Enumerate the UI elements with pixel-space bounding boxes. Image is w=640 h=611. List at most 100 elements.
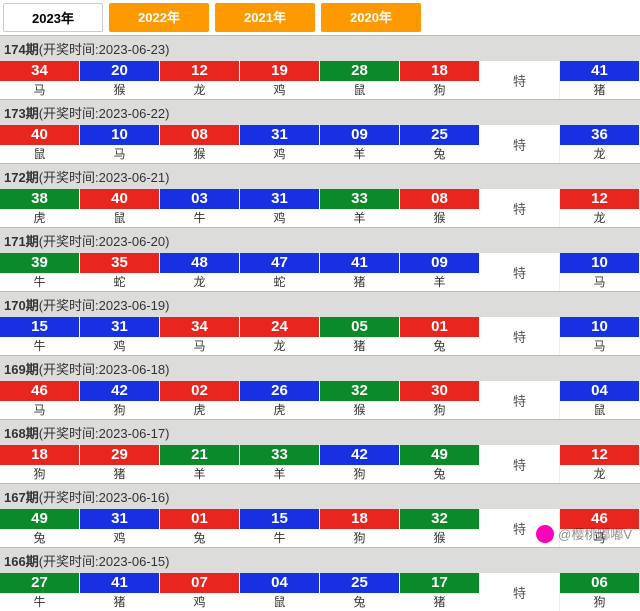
balls-row: 39牛35蛇48龙47蛇41猪09羊特10马 — [0, 253, 640, 291]
ball-cell: 05猪 — [320, 317, 400, 355]
ball-number: 39 — [0, 253, 79, 273]
ball-cell: 15牛 — [0, 317, 80, 355]
special-number: 10 — [560, 253, 639, 273]
special-zodiac: 龙 — [560, 465, 639, 483]
ball-number: 04 — [240, 573, 319, 593]
ball-cell: 09羊 — [400, 253, 480, 291]
ball-number: 34 — [0, 61, 79, 81]
special-zodiac: 马 — [560, 273, 639, 291]
ball-number: 26 — [240, 381, 319, 401]
ball-number: 33 — [240, 445, 319, 465]
ball-zodiac: 猴 — [320, 401, 399, 419]
special-number: 06 — [560, 573, 639, 593]
special-zodiac: 猪 — [560, 81, 639, 99]
ball-cell: 40鼠 — [0, 125, 80, 163]
ball-number: 18 — [0, 445, 79, 465]
ball-zodiac: 狗 — [400, 401, 479, 419]
period-header: 169期(开奖时间:2023-06-18) — [0, 356, 640, 381]
ball-zodiac: 龙 — [240, 337, 319, 355]
ball-cell: 15牛 — [240, 509, 320, 547]
ball-number: 09 — [320, 125, 399, 145]
ball-zodiac: 猪 — [320, 273, 399, 291]
ball-zodiac: 猪 — [320, 337, 399, 355]
ball-cell: 30狗 — [400, 381, 480, 419]
ball-zodiac: 蛇 — [80, 273, 159, 291]
year-tab-2021年[interactable]: 2021年 — [215, 3, 315, 32]
ball-cell: 40鼠 — [80, 189, 160, 227]
special-cell: 04鼠 — [560, 381, 640, 419]
balls-row: 15牛31鸡34马24龙05猪01兔特10马 — [0, 317, 640, 355]
ball-number: 32 — [400, 509, 479, 529]
ball-cell: 31鸡 — [240, 189, 320, 227]
ball-number: 15 — [240, 509, 319, 529]
ball-cell: 09羊 — [320, 125, 400, 163]
ball-number: 18 — [320, 509, 399, 529]
ball-number: 35 — [80, 253, 159, 273]
ball-number: 40 — [0, 125, 79, 145]
ball-number: 33 — [320, 189, 399, 209]
ball-zodiac: 狗 — [320, 465, 399, 483]
ball-cell: 33羊 — [240, 445, 320, 483]
ball-zodiac: 猴 — [400, 529, 479, 547]
ball-zodiac: 猪 — [400, 593, 479, 611]
ball-cell: 20猴 — [80, 61, 160, 99]
special-label: 特 — [480, 253, 560, 291]
ball-number: 42 — [80, 381, 159, 401]
period-173: 173期(开奖时间:2023-06-22)40鼠10马08猴31鸡09羊25兔特… — [0, 99, 640, 163]
ball-cell: 25兔 — [400, 125, 480, 163]
ball-zodiac: 兔 — [160, 529, 239, 547]
ball-cell: 25兔 — [320, 573, 400, 611]
period-171: 171期(开奖时间:2023-06-20)39牛35蛇48龙47蛇41猪09羊特… — [0, 227, 640, 291]
ball-cell: 19鸡 — [240, 61, 320, 99]
watermark: @樱桃嘟嘟V — [536, 524, 632, 543]
ball-zodiac: 鼠 — [320, 81, 399, 99]
ball-zodiac: 牛 — [240, 529, 319, 547]
ball-number: 25 — [400, 125, 479, 145]
ball-zodiac: 鸡 — [80, 529, 159, 547]
ball-number: 31 — [240, 189, 319, 209]
ball-cell: 48龙 — [160, 253, 240, 291]
ball-number: 19 — [240, 61, 319, 81]
special-cell: 06狗 — [560, 573, 640, 611]
special-label: 特 — [480, 61, 560, 99]
ball-number: 49 — [400, 445, 479, 465]
ball-number: 34 — [160, 317, 239, 337]
ball-number: 41 — [320, 253, 399, 273]
ball-number: 08 — [400, 189, 479, 209]
ball-number: 25 — [320, 573, 399, 593]
ball-zodiac: 虎 — [240, 401, 319, 419]
balls-row: 46马42狗02虎26虎32猴30狗特04鼠 — [0, 381, 640, 419]
balls-row: 40鼠10马08猴31鸡09羊25兔特36龙 — [0, 125, 640, 163]
ball-zodiac: 猴 — [400, 209, 479, 227]
special-cell: 12龙 — [560, 445, 640, 483]
ball-zodiac: 马 — [0, 401, 79, 419]
period-header: 168期(开奖时间:2023-06-17) — [0, 420, 640, 445]
balls-row: 38虎40鼠03牛31鸡33羊08猴特12龙 — [0, 189, 640, 227]
ball-number: 29 — [80, 445, 159, 465]
ball-zodiac: 牛 — [0, 273, 79, 291]
ball-zodiac: 龙 — [160, 273, 239, 291]
ball-cell: 08猴 — [400, 189, 480, 227]
ball-zodiac: 鸡 — [80, 337, 159, 355]
ball-zodiac: 狗 — [320, 529, 399, 547]
ball-zodiac: 羊 — [400, 273, 479, 291]
period-170: 170期(开奖时间:2023-06-19)15牛31鸡34马24龙05猪01兔特… — [0, 291, 640, 355]
ball-cell: 49兔 — [400, 445, 480, 483]
ball-cell: 41猪 — [320, 253, 400, 291]
ball-cell: 32猴 — [400, 509, 480, 547]
year-tab-2022年[interactable]: 2022年 — [109, 3, 209, 32]
special-cell: 10马 — [560, 317, 640, 355]
year-tab-2020年[interactable]: 2020年 — [321, 3, 421, 32]
ball-zodiac: 鸡 — [240, 145, 319, 163]
special-cell: 36龙 — [560, 125, 640, 163]
balls-row: 27牛41猪07鸡04鼠25兔17猪特06狗 — [0, 573, 640, 611]
ball-cell: 10马 — [80, 125, 160, 163]
ball-cell: 01兔 — [400, 317, 480, 355]
ball-zodiac: 鼠 — [80, 209, 159, 227]
year-tab-2023年[interactable]: 2023年 — [3, 3, 103, 32]
ball-cell: 42狗 — [80, 381, 160, 419]
ball-cell: 32猴 — [320, 381, 400, 419]
period-header: 173期(开奖时间:2023-06-22) — [0, 100, 640, 125]
ball-zodiac: 猪 — [80, 593, 159, 611]
ball-zodiac: 猴 — [160, 145, 239, 163]
